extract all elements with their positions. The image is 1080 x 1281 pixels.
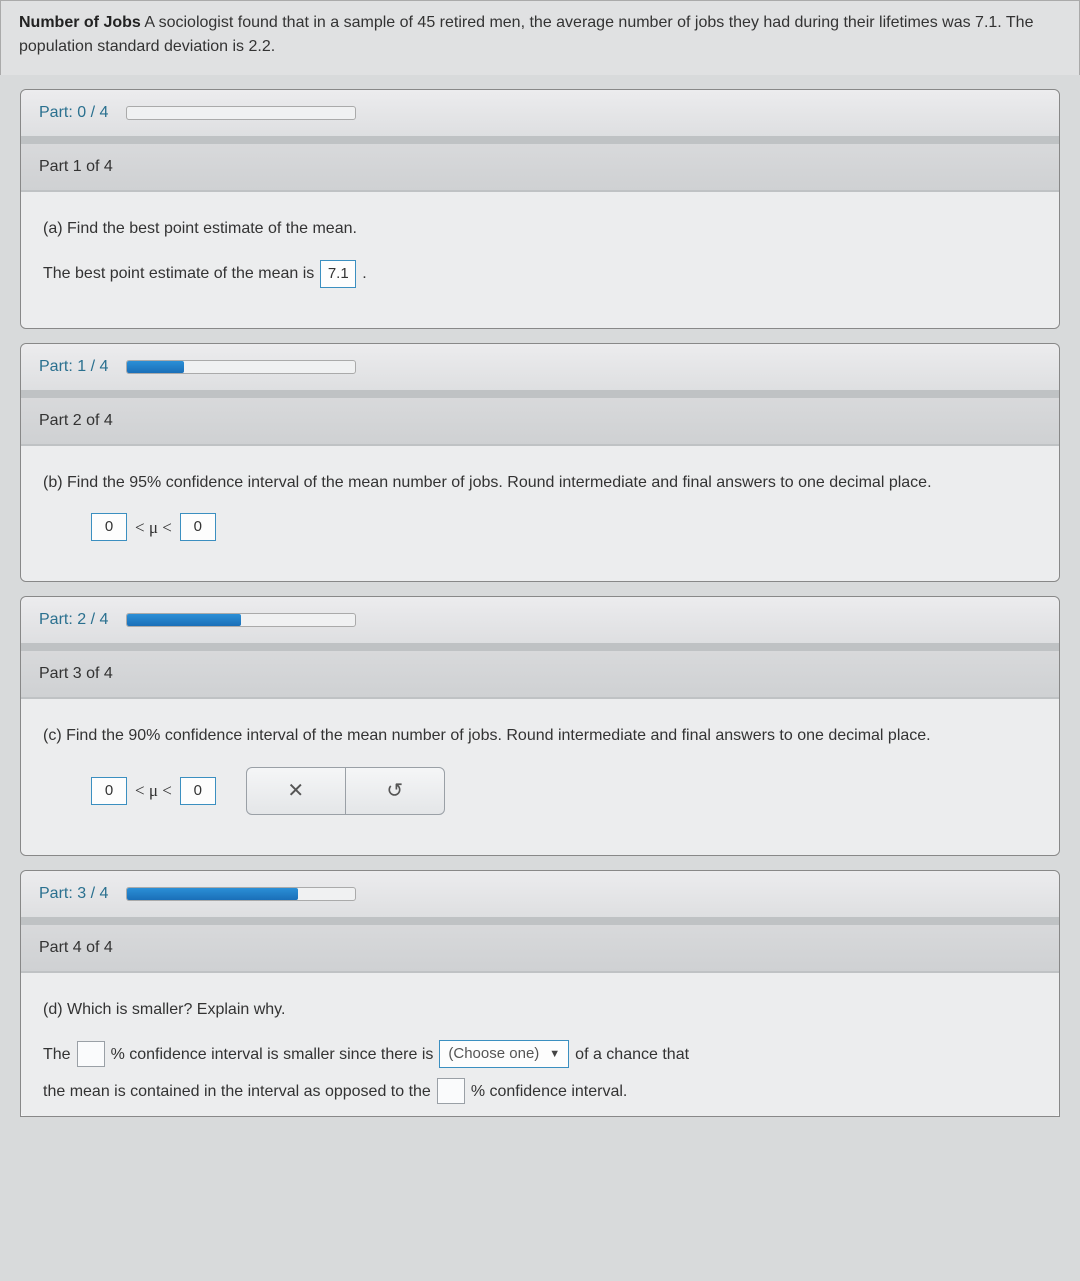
part-body: (a) Find the best point estimate of the … [21,192,1059,328]
part-card-4: Part: 3 / 4 Part 4 of 4 (d) Which is sma… [20,870,1060,1118]
ci-lower-input[interactable]: 0 [91,513,127,541]
question-text: (a) Find the best point estimate of the … [43,216,1037,242]
progress-label: Part: 0 / 4 [39,104,108,122]
button-row: ✕ ↺ [246,767,445,815]
progress-bar [126,360,356,374]
progress-row: Part: 2 / 4 [21,597,1059,651]
progress-row: Part: 3 / 4 [21,871,1059,925]
chevron-down-icon: ▼ [549,1046,560,1064]
text: of a chance that [575,1042,689,1068]
progress-bar [126,887,356,901]
part-body: (d) Which is smaller? Explain why. The %… [21,973,1059,1117]
part-card-1: Part: 0 / 4 Part 1 of 4 (a) Find the bes… [20,89,1060,329]
text: % confidence interval. [471,1079,628,1105]
clear-button[interactable]: ✕ [246,767,346,815]
problem-header: Number of Jobs A sociologist found that … [0,0,1080,75]
part-card-2: Part: 1 / 4 Part 2 of 4 (b) Find the 95%… [20,343,1060,583]
progress-fill [127,614,241,626]
progress-fill [127,361,184,373]
confidence-interval-row: 0 < μ < 0 ✕ ↺ [91,767,1037,815]
part-card-3: Part: 2 / 4 Part 3 of 4 (c) Find the 90%… [20,596,1060,856]
percent-input-2[interactable] [437,1078,465,1104]
progress-bar [126,613,356,627]
ci-upper-input[interactable]: 0 [180,513,216,541]
answer-line: The best point estimate of the mean is 7… [43,260,1037,288]
part-header: Part 4 of 4 [21,925,1059,973]
answer-suffix: . [362,261,366,287]
progress-label: Part: 2 / 4 [39,611,108,629]
progress-label: Part: 3 / 4 [39,885,108,903]
problem-description: A sociologist found that in a sample of … [19,14,1033,55]
reset-button[interactable]: ↺ [345,767,445,815]
part-body: (b) Find the 95% confidence interval of … [21,446,1059,582]
reset-icon: ↺ [386,775,403,807]
dropdown-placeholder: (Choose one) [448,1042,539,1066]
mu-label: < μ < [135,777,172,804]
question-text: (d) Which is smaller? Explain why. [43,997,1037,1023]
text: The [43,1042,71,1068]
text: the mean is contained in the interval as… [43,1079,431,1105]
confidence-interval-row: 0 < μ < 0 [91,513,1037,541]
text: % confidence interval is smaller since t… [111,1042,434,1068]
progress-row: Part: 0 / 4 [21,90,1059,144]
sentence-1: The % confidence interval is smaller sin… [43,1040,1037,1068]
progress-label: Part: 1 / 4 [39,358,108,376]
progress-fill [127,888,298,900]
progress-row: Part: 1 / 4 [21,344,1059,398]
ci-lower-input[interactable]: 0 [91,777,127,805]
progress-bar [126,106,356,120]
choose-one-dropdown[interactable]: (Choose one) ▼ [439,1040,569,1068]
part-header: Part 3 of 4 [21,651,1059,699]
question-text: (b) Find the 95% confidence interval of … [43,470,1037,496]
question-text: (c) Find the 90% confidence interval of … [43,723,1037,749]
x-icon: ✕ [287,775,304,807]
point-estimate-input[interactable]: 7.1 [320,260,356,288]
part-header: Part 2 of 4 [21,398,1059,446]
answer-prefix: The best point estimate of the mean is [43,261,314,287]
problem-title: Number of Jobs [19,14,141,31]
part-header: Part 1 of 4 [21,144,1059,192]
percent-input-1[interactable] [77,1041,105,1067]
sentence-2: the mean is contained in the interval as… [43,1078,1037,1104]
mu-label: < μ < [135,514,172,541]
ci-upper-input[interactable]: 0 [180,777,216,805]
part-body: (c) Find the 90% confidence interval of … [21,699,1059,855]
